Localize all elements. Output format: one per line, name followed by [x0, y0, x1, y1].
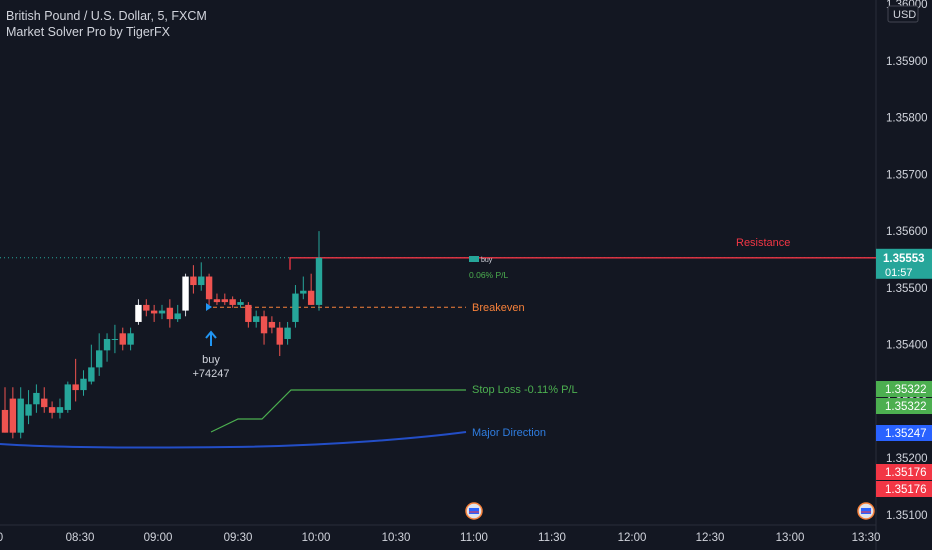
time-tick-label: 8:00	[0, 532, 3, 544]
stop-loss-line	[210, 389, 466, 433]
event-flag-fill	[861, 508, 871, 514]
candle-body	[80, 378, 87, 391]
current-price-label: 1.35553	[883, 253, 925, 265]
candle-body	[198, 276, 205, 286]
price-marker-label: 1.35247	[885, 428, 927, 440]
candle-body	[182, 276, 189, 311]
candle-body	[284, 327, 291, 339]
currency-label: USD	[893, 9, 916, 21]
price-marker-box	[876, 381, 932, 397]
time-tick-label: 10:30	[382, 532, 411, 544]
candle-body	[41, 398, 48, 408]
buy-value: +74247	[192, 368, 229, 380]
candle-body	[33, 392, 40, 405]
price-marker-label: 1.35322	[885, 384, 927, 396]
event-flag-fill	[469, 508, 479, 514]
position-tag-label: buy	[481, 257, 493, 264]
candle-body	[25, 404, 32, 416]
candle-body	[135, 304, 142, 322]
candle-body	[96, 350, 103, 368]
candle-body	[9, 398, 17, 433]
time-tick-label: 11:00	[460, 532, 488, 544]
price-marker-label: 1.35176	[885, 467, 927, 479]
candle-body	[72, 384, 79, 391]
resistance-line	[289, 257, 876, 270]
price-marker-box	[876, 425, 932, 441]
current-price-box	[876, 248, 932, 279]
candle-body	[205, 276, 213, 300]
chart-legend: British Pound / U.S. Dollar, 5, FXCM Mar…	[6, 8, 207, 40]
candle-body	[17, 398, 24, 433]
price-tick-label: 1.35600	[886, 226, 928, 238]
candle-body	[229, 299, 236, 305]
major-direction-label: Major Direction	[472, 427, 546, 439]
candle-body	[158, 310, 166, 314]
price-tick-label: 1.35200	[886, 453, 928, 465]
candle-body	[166, 307, 174, 320]
price-tick-label: 1.35900	[886, 56, 928, 68]
candle-body	[111, 338, 119, 340]
price-tick-label: 1.35800	[886, 113, 928, 125]
candle-body	[292, 293, 299, 322]
candle-body	[48, 407, 56, 413]
time-tick-label: 12:00	[618, 532, 647, 544]
breakeven-label: Breakeven	[472, 302, 525, 314]
stop-loss-label: Stop Loss -0.11% P/L	[472, 384, 578, 396]
candle-body	[221, 299, 228, 303]
major-direction-line	[0, 431, 467, 449]
candle-body	[88, 367, 95, 382]
candle-body	[119, 333, 126, 345]
resistance-label: Resistance	[736, 237, 790, 249]
candle-body	[213, 299, 221, 303]
price-marker-box	[876, 398, 932, 414]
candle-body	[174, 313, 181, 320]
time-tick-label: 10:00	[302, 532, 331, 544]
price-marker-box	[876, 481, 932, 497]
candle-body	[56, 407, 64, 413]
candle-body	[1, 409, 9, 433]
candle-body	[127, 333, 134, 345]
time-tick-label: 09:30	[224, 532, 253, 544]
candle-body	[150, 310, 158, 314]
price-marker-box	[876, 464, 932, 480]
candle-body	[260, 316, 268, 334]
candle-body	[268, 321, 276, 328]
position-tag	[469, 256, 479, 262]
candle-body	[253, 316, 260, 322]
countdown-label: 01:57	[885, 267, 913, 279]
pl-label: 0.06% P/L	[469, 270, 508, 280]
candle-body	[190, 276, 197, 286]
time-tick-label: 09:00	[144, 532, 173, 544]
entry-marker-icon	[206, 303, 212, 311]
price-tick-label: 1.35100	[886, 510, 928, 522]
time-tick-label: 08:30	[66, 532, 95, 544]
price-tick-label: 1.35400	[886, 340, 928, 352]
time-tick-label: 13:30	[852, 532, 881, 544]
candle-body	[307, 290, 315, 305]
candle-body	[300, 290, 307, 294]
candle-body	[237, 302, 244, 305]
time-tick-label: 11:30	[538, 532, 566, 544]
buy-arrow-icon	[205, 330, 217, 346]
candle-body	[245, 304, 252, 322]
time-tick-label: 13:00	[776, 532, 805, 544]
currency-tag	[887, 5, 919, 23]
candle-body	[276, 327, 283, 345]
indicator-name[interactable]: Market Solver Pro by TigerFX	[6, 25, 170, 39]
candle-body	[103, 338, 111, 351]
symbol-title[interactable]: British Pound / U.S. Dollar, 5, FXCM	[6, 9, 207, 23]
price-marker-label: 1.35322	[885, 401, 927, 413]
buy-label: buy	[202, 354, 220, 366]
price-marker-label: 1.35176	[885, 484, 927, 496]
candle-body	[143, 304, 150, 311]
price-tick-label: 1.35500	[886, 283, 928, 295]
candle-body	[64, 384, 71, 410]
candle-body	[315, 257, 323, 305]
time-tick-label: 12:30	[696, 532, 725, 544]
price-tick-label: 1.35700	[886, 169, 928, 181]
